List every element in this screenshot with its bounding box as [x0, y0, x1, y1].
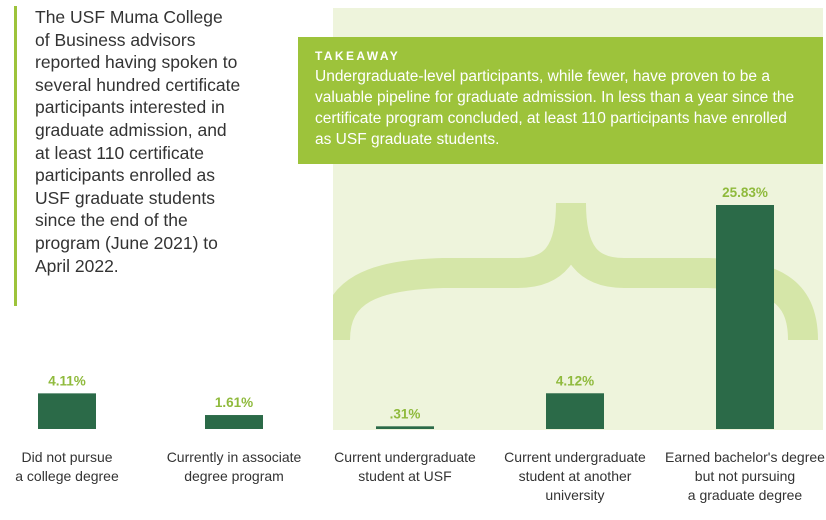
data-label-5: 25.83%	[722, 185, 768, 200]
takeaway-title: TAKEAWAY	[315, 49, 401, 63]
bar-5	[716, 205, 774, 429]
category-label-2-line-1: Currently in associate	[167, 449, 302, 465]
intro-text: The USF Muma College of Business advisor…	[35, 7, 241, 276]
data-label-2: 1.61%	[215, 395, 253, 410]
category-label-4-line-2: student at another	[519, 468, 632, 484]
data-label-3: .31%	[390, 406, 421, 421]
category-label-1-line-2: a college degree	[15, 468, 119, 484]
category-label-5-line-2: but not pursuing	[695, 468, 795, 484]
bar-4	[546, 393, 604, 429]
category-label-3-line-1: Current undergraduate	[334, 449, 476, 465]
category-label-5-line-1: Earned bachelor's degree	[665, 449, 825, 465]
category-label-5-line-3: a graduate degree	[688, 487, 803, 503]
category-label-4-line-3: university	[545, 487, 604, 503]
category-label-3-line-2: student at USF	[358, 468, 451, 484]
category-label-1-line-1: Did not pursue	[21, 449, 112, 465]
takeaway-text: Undergraduate-level participants, while …	[315, 68, 795, 148]
intro-text-block: The USF Muma College of Business advisor…	[14, 6, 241, 306]
takeaway-box: TAKEAWAY Undergraduate-level participant…	[298, 37, 823, 164]
bar-1	[38, 393, 96, 429]
category-label-4-line-1: Current undergraduate	[504, 449, 646, 465]
category-label-2-line-2: degree program	[184, 468, 284, 484]
data-label-4: 4.12%	[556, 373, 594, 388]
bar-2	[205, 415, 263, 429]
data-label-1: 4.11%	[48, 373, 86, 388]
bar-3	[376, 426, 434, 429]
